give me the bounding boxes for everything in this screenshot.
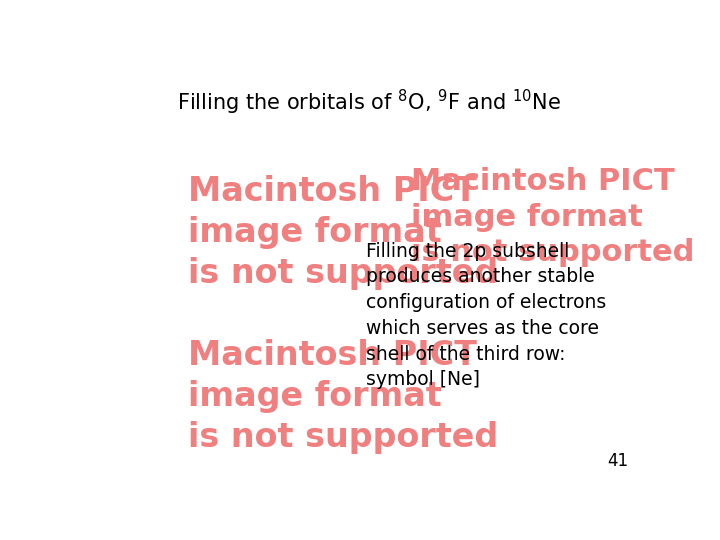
Text: Filling the 2p subshell
produces another stable
configuration of electrons
which: Filling the 2p subshell produces another… <box>366 241 606 389</box>
Text: Macintosh PICT
image format
is not supported: Macintosh PICT image format is not suppo… <box>188 339 498 454</box>
Text: 41: 41 <box>608 452 629 470</box>
Text: Macintosh PICT
image format
is not supported: Macintosh PICT image format is not suppo… <box>188 175 498 289</box>
Text: Macintosh PICT
image format
is not supported: Macintosh PICT image format is not suppo… <box>411 167 694 267</box>
Text: Filling the orbitals of $^8$O, $^9$F and $^{10}$Ne: Filling the orbitals of $^8$O, $^9$F and… <box>177 87 561 117</box>
